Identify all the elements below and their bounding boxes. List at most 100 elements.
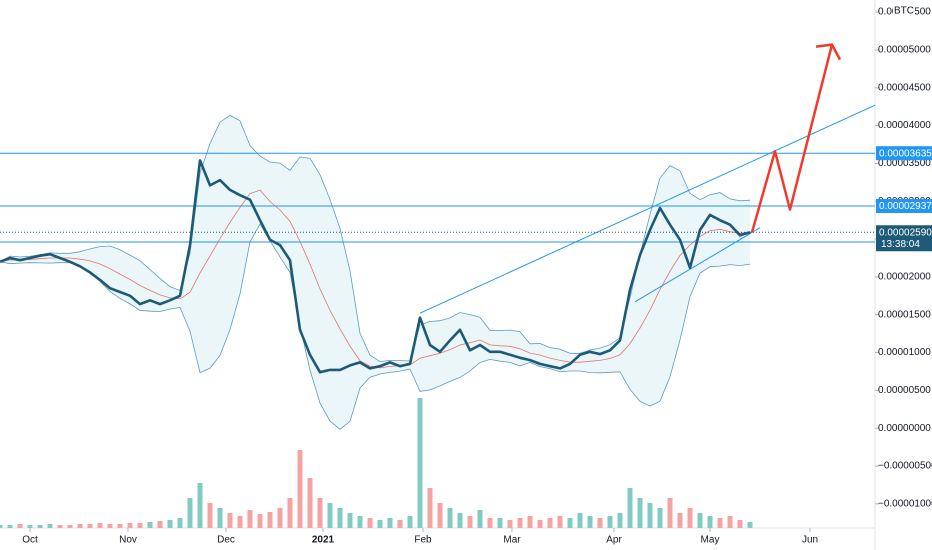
volume-bar xyxy=(417,398,423,528)
x-tick-label: Mar xyxy=(503,535,521,546)
volume-bar xyxy=(367,518,373,528)
volume-bar xyxy=(187,498,193,528)
y-tick-label: 0.00002000 xyxy=(878,272,931,283)
y-tick-label: 0.00005000 xyxy=(878,45,931,56)
volume-bar xyxy=(577,513,583,528)
y-tick-label: 0.00004500 xyxy=(878,82,931,93)
x-tick-label: Oct xyxy=(22,535,38,546)
volume-bar xyxy=(637,498,643,528)
volume-bar xyxy=(727,516,733,528)
volume-bar xyxy=(707,516,713,528)
level-label: 0.00003635 xyxy=(879,148,932,159)
y-tick-label: 0.00001500 xyxy=(878,309,931,320)
y-tick-label: 0.00000000 xyxy=(878,423,931,434)
volume-bar xyxy=(327,503,333,528)
volume-bar xyxy=(717,518,723,528)
arrow-head xyxy=(815,43,842,61)
volume-bar xyxy=(37,525,43,528)
x-tick-label: Feb xyxy=(414,535,432,546)
level-label-box xyxy=(876,146,932,161)
volume-bar xyxy=(447,508,453,528)
volume-bar xyxy=(87,524,93,528)
volume-bar xyxy=(27,525,33,528)
x-tick-label: Dec xyxy=(217,535,235,546)
volume-bar xyxy=(597,518,603,528)
volume-bar xyxy=(387,518,393,528)
x-tick-label: May xyxy=(701,535,720,546)
volume-bar xyxy=(217,508,223,528)
volume-bar xyxy=(127,523,133,528)
volume-bar xyxy=(0,525,3,528)
countdown-label: 13:38:04 xyxy=(881,239,920,250)
volume-bar xyxy=(517,518,523,528)
volume-bar xyxy=(397,520,403,528)
volume-bar xyxy=(647,503,653,528)
volume-bar xyxy=(677,513,683,528)
volume-bar xyxy=(247,510,253,528)
level-label-box xyxy=(876,199,932,214)
volume-bar xyxy=(657,508,663,528)
volume-bar xyxy=(97,523,103,528)
volume-bar xyxy=(7,525,13,528)
volume-bar xyxy=(117,524,123,528)
band-fill xyxy=(0,115,750,430)
volume-bar xyxy=(137,523,143,528)
volume-bar xyxy=(67,525,73,528)
volume-bar xyxy=(17,524,23,528)
volume-bar xyxy=(157,521,163,528)
plot: 0.000055000.000050000.000045000.00004000… xyxy=(0,7,932,546)
unit-label: BTC xyxy=(894,6,914,17)
volume-bar xyxy=(57,525,63,528)
volume-bar xyxy=(257,514,263,528)
volume-bar xyxy=(587,516,593,528)
level-label: 0.00002937 xyxy=(879,201,932,212)
volume-bar xyxy=(357,516,363,528)
volume-bar xyxy=(297,450,303,528)
volume-bar xyxy=(687,508,693,528)
trendline xyxy=(634,227,761,303)
volume-bar xyxy=(557,516,563,528)
y-tick-label: 0.00004000 xyxy=(878,120,931,131)
volume-bar xyxy=(77,524,83,528)
volume-bar xyxy=(227,513,233,528)
y-tick-label: −0.00000500 xyxy=(878,461,932,472)
volume-bar xyxy=(457,513,463,528)
volume-bar xyxy=(437,503,443,528)
x-tick-label: Jun xyxy=(802,535,818,546)
y-tick-label: −0.00001000 xyxy=(878,498,932,509)
band-lower xyxy=(0,223,751,430)
volume-bar xyxy=(337,508,343,528)
volume-bar xyxy=(107,524,113,528)
volume-bar xyxy=(47,524,53,528)
unit-box xyxy=(893,4,915,18)
volume-bar xyxy=(747,522,753,528)
volume-bar xyxy=(737,520,743,528)
x-tick-label: 2021 xyxy=(312,535,335,546)
y-tick-label: 0.00001000 xyxy=(878,347,931,358)
price-line xyxy=(0,159,751,374)
volume-bar xyxy=(377,520,383,528)
volume-bar xyxy=(167,520,173,528)
volume-bar xyxy=(617,513,623,528)
volume-bar xyxy=(477,510,483,528)
volume-bar xyxy=(237,516,243,528)
volume-bar xyxy=(427,488,433,528)
volume-bar xyxy=(307,478,313,528)
x-tick-label: Apr xyxy=(606,535,622,546)
projection-arrow xyxy=(750,44,834,233)
volume-bar xyxy=(347,513,353,528)
volume-bar xyxy=(547,518,553,528)
volume-bar xyxy=(267,512,273,528)
volume-bar xyxy=(277,508,283,528)
volume-bar xyxy=(317,498,323,528)
trendline xyxy=(419,104,876,314)
volume-bar xyxy=(627,488,633,528)
volume-bar xyxy=(177,518,183,528)
volume-bar xyxy=(507,520,513,528)
volume-bar xyxy=(527,516,533,528)
volume-bar xyxy=(537,520,543,528)
current-price-box xyxy=(876,225,932,252)
volume-bar xyxy=(487,518,493,528)
volume-bar xyxy=(607,516,613,528)
